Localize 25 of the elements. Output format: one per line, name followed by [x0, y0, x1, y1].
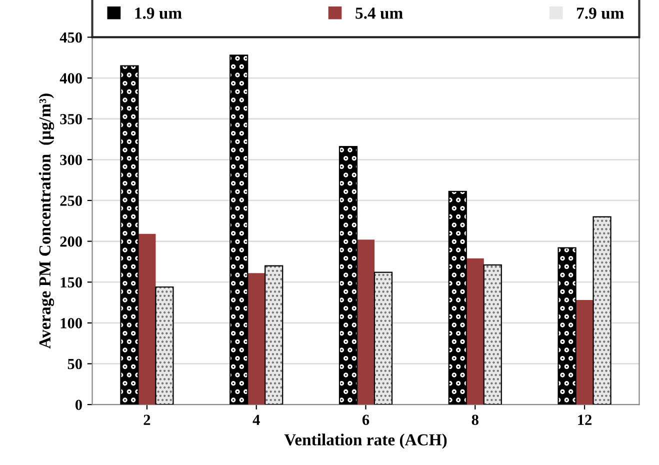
bar — [356, 240, 374, 405]
bar — [466, 258, 484, 405]
y-tick-label: 100 — [60, 318, 82, 328]
legend-label: 5.4 um — [356, 8, 403, 19]
y-tick-label: 450 — [60, 32, 82, 43]
y-tick-label: 250 — [60, 196, 82, 206]
y-tick-label: 350 — [60, 114, 82, 124]
x-tick-label: 6 — [362, 414, 370, 426]
y-tick-label: 150 — [60, 277, 82, 288]
bar — [248, 273, 266, 405]
x-tick-label: 2 — [144, 414, 150, 425]
bar — [576, 300, 594, 405]
y-axis-title: Average PM Concentration (µg/m³) — [38, 94, 54, 349]
legend-label: 1.9 um — [135, 8, 182, 19]
y-tick-label: 400 — [60, 73, 82, 84]
x-tick-label: 12 — [578, 414, 592, 425]
y-tick-label: 50 — [68, 358, 82, 370]
x-tick-label: 4 — [252, 414, 260, 425]
y-tick-label: 200 — [60, 236, 82, 247]
bar — [138, 234, 156, 405]
y-tick-label: 0 — [75, 400, 82, 410]
x-axis-title: Ventilation rate (ACH) — [284, 434, 447, 449]
y-tick-label: 300 — [60, 154, 82, 166]
legend-label: 7.9 um — [577, 8, 624, 19]
x-tick-label: 8 — [472, 414, 478, 426]
